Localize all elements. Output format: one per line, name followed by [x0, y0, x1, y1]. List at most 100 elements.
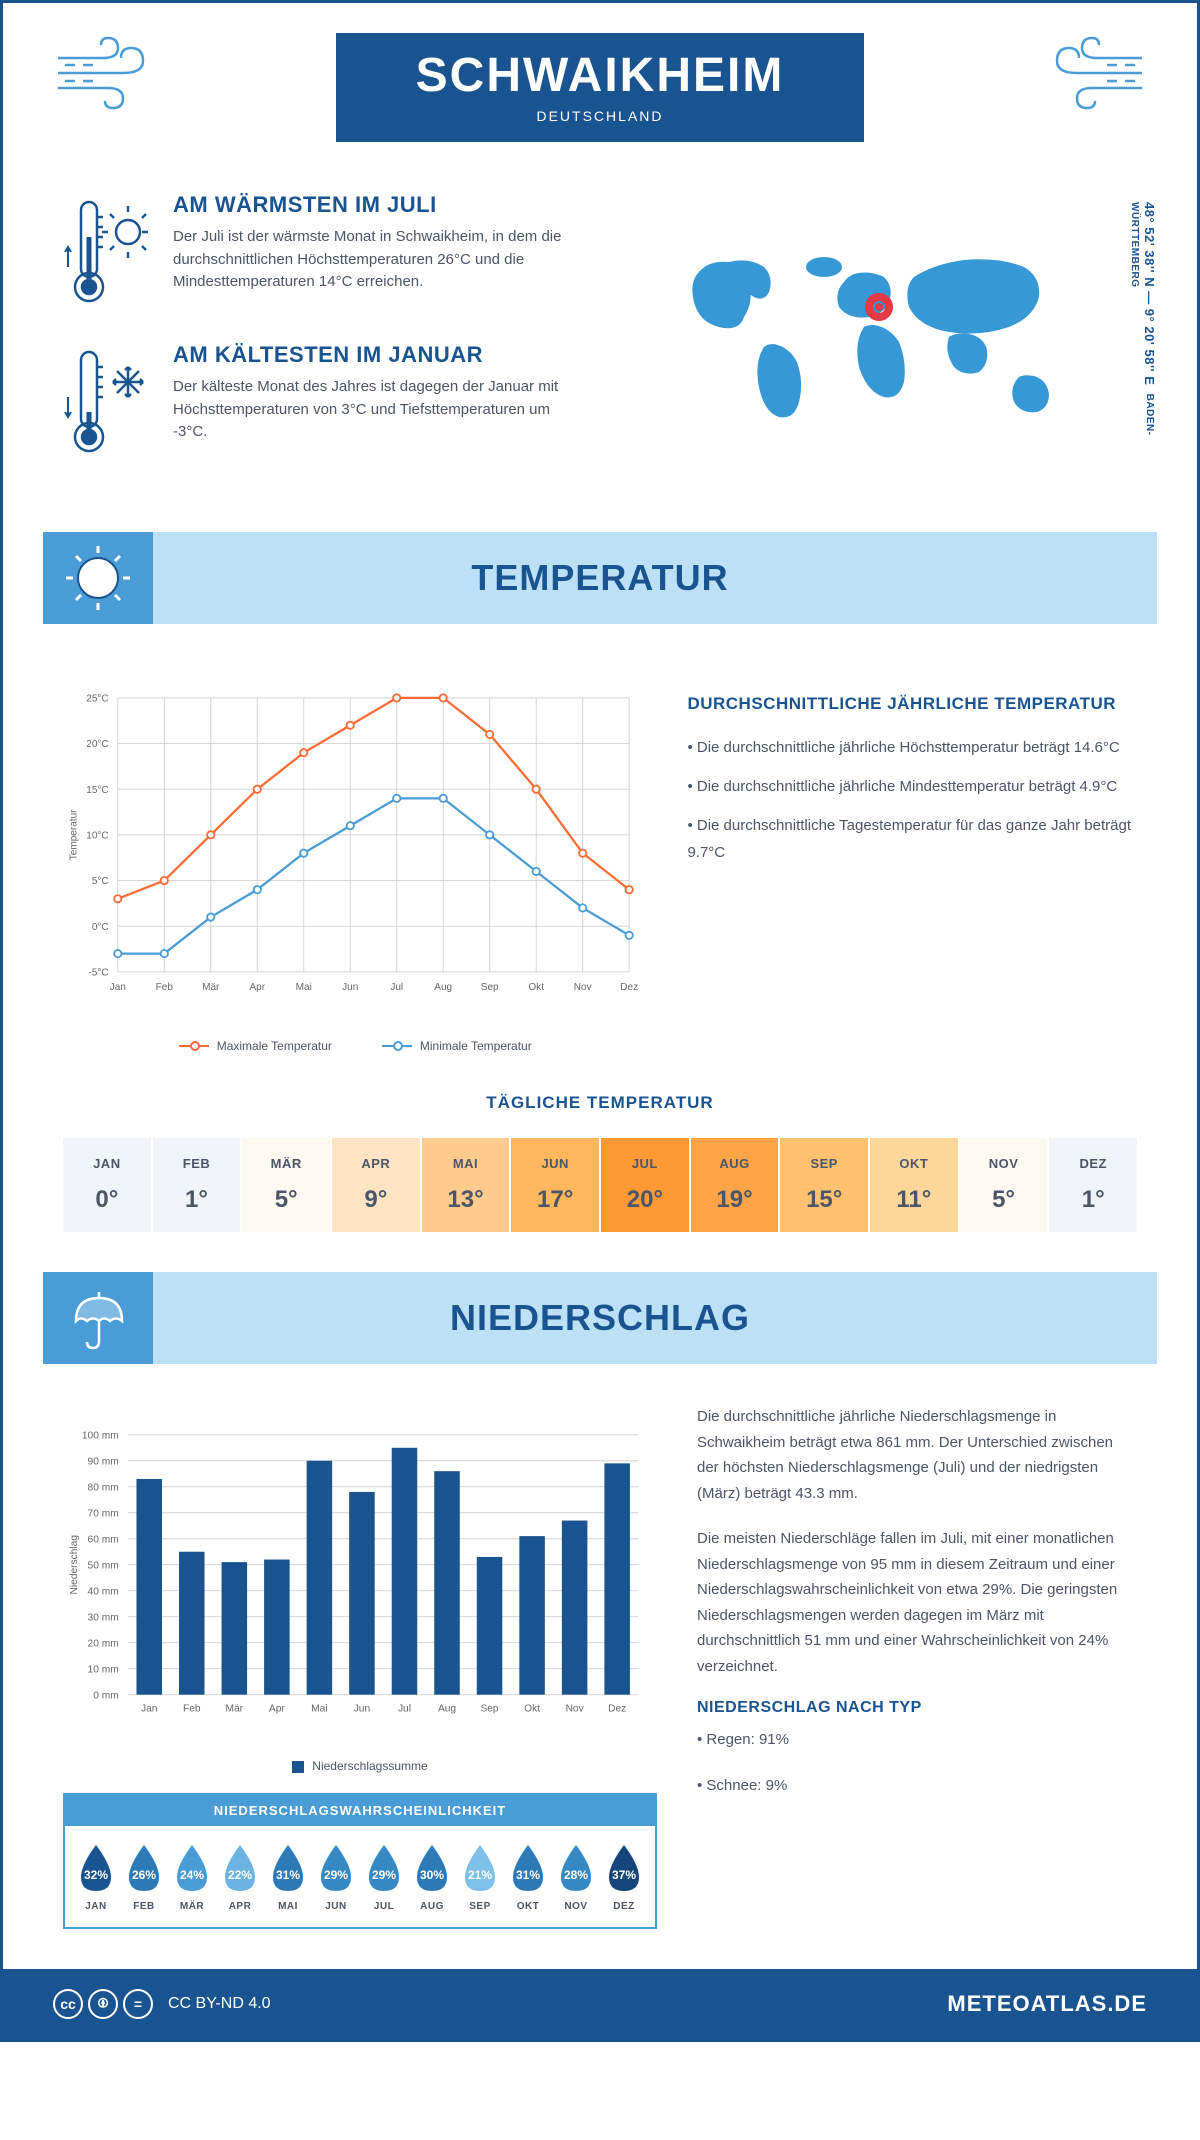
svg-text:Mär: Mär: [202, 982, 220, 993]
prob-drop: 26%FEB: [121, 1841, 167, 1912]
svg-text:0 mm: 0 mm: [93, 1690, 118, 1701]
temp-cell: APR9°: [332, 1138, 420, 1232]
temp-info-p2: • Die durchschnittliche jährliche Mindes…: [687, 773, 1137, 800]
svg-text:60 mm: 60 mm: [88, 1534, 119, 1545]
svg-text:32%: 32%: [84, 1868, 108, 1882]
temp-info-p1: • Die durchschnittliche jährliche Höchst…: [687, 734, 1137, 761]
svg-text:80 mm: 80 mm: [88, 1482, 119, 1493]
svg-text:Aug: Aug: [438, 1703, 456, 1714]
svg-text:Dez: Dez: [608, 1703, 626, 1714]
svg-text:70 mm: 70 mm: [88, 1508, 119, 1519]
temp-section-header: TEMPERATUR: [43, 532, 1157, 624]
svg-text:Dez: Dez: [620, 982, 638, 993]
svg-text:Feb: Feb: [183, 1703, 201, 1714]
wind-icon: [1027, 33, 1147, 113]
license-label: CC BY-ND 4.0: [168, 1995, 271, 2013]
coldest-title: AM KÄLTESTEN IM JANUAR: [173, 342, 580, 368]
prob-drop: 28%NOV: [553, 1841, 599, 1912]
temp-cell: MÄR5°: [242, 1138, 330, 1232]
svg-text:Jul: Jul: [390, 982, 403, 993]
svg-text:Nov: Nov: [566, 1703, 585, 1714]
svg-text:Niederschlag: Niederschlag: [69, 1535, 80, 1595]
precip-type-title: NIEDERSCHLAG NACH TYP: [697, 1699, 1137, 1717]
precip-legend: Niederschlagssumme: [63, 1759, 657, 1773]
svg-text:0°C: 0°C: [92, 922, 109, 933]
intro-section: AM WÄRMSTEN IM JULI Der Juli ist der wär…: [3, 162, 1197, 532]
precip-section-title: NIEDERSCHLAG: [103, 1297, 1097, 1339]
temperature-chart: -5°C0°C5°C10°C15°C20°C25°CJanFebMärAprMa…: [63, 664, 647, 1053]
svg-text:15°C: 15°C: [86, 785, 108, 796]
thermometer-snow-icon: [63, 342, 153, 462]
svg-text:20 mm: 20 mm: [88, 1638, 119, 1649]
svg-text:21%: 21%: [468, 1868, 492, 1882]
temp-info-p3: • Die durchschnittliche Tagestemperatur …: [687, 812, 1137, 866]
temp-cell: OKT11°: [870, 1138, 958, 1232]
svg-text:Okt: Okt: [528, 982, 544, 993]
coordinates: 48° 52' 38'' N — 9° 20' 58'' E BADEN-WÜR…: [1127, 202, 1157, 492]
svg-text:5°C: 5°C: [92, 876, 109, 887]
svg-text:100 mm: 100 mm: [82, 1430, 119, 1441]
svg-text:40 mm: 40 mm: [88, 1586, 119, 1597]
prob-drop: 30%AUG: [409, 1841, 455, 1912]
precip-p2: Die meisten Niederschläge fallen im Juli…: [697, 1526, 1137, 1679]
temp-cell: JUN17°: [511, 1138, 599, 1232]
svg-text:Apr: Apr: [249, 982, 265, 993]
city-title: SCHWAIKHEIM: [416, 48, 785, 103]
svg-text:Jun: Jun: [342, 982, 358, 993]
svg-text:Temperatur: Temperatur: [69, 809, 80, 860]
svg-text:50 mm: 50 mm: [88, 1560, 119, 1571]
svg-text:Mär: Mär: [226, 1703, 244, 1714]
temp-cell: MAI13°: [422, 1138, 510, 1232]
prob-drop: 29%JUL: [361, 1841, 407, 1912]
svg-text:24%: 24%: [180, 1868, 204, 1882]
svg-text:Sep: Sep: [481, 982, 499, 993]
svg-text:20°C: 20°C: [86, 739, 108, 750]
precip-section-header: NIEDERSCHLAG: [43, 1272, 1157, 1364]
precip-p1: Die durchschnittliche jährliche Niedersc…: [697, 1404, 1137, 1506]
coldest-block: AM KÄLTESTEN IM JANUAR Der kälteste Mona…: [63, 342, 580, 462]
header: SCHWAIKHEIM DEUTSCHLAND: [3, 3, 1197, 162]
warmest-block: AM WÄRMSTEN IM JULI Der Juli ist der wär…: [63, 192, 580, 312]
svg-text:22%: 22%: [228, 1868, 252, 1882]
temp-legend: .legend-item:nth-child(1) .legend-line::…: [63, 1039, 647, 1053]
svg-text:90 mm: 90 mm: [88, 1456, 119, 1467]
prob-drop: 31%OKT: [505, 1841, 551, 1912]
footer: cc🅯= CC BY-ND 4.0 METEOATLAS.DE: [3, 1969, 1197, 2039]
temp-info: DURCHSCHNITTLICHE JÄHRLICHE TEMPERATUR •…: [687, 664, 1137, 1053]
temp-info-title: DURCHSCHNITTLICHE JÄHRLICHE TEMPERATUR: [687, 694, 1137, 714]
svg-text:31%: 31%: [276, 1868, 300, 1882]
svg-text:Okt: Okt: [524, 1703, 540, 1714]
temp-cell: AUG19°: [691, 1138, 779, 1232]
svg-text:Jan: Jan: [110, 982, 126, 993]
temp-cell: JAN0°: [63, 1138, 151, 1232]
temp-cell: JUL20°: [601, 1138, 689, 1232]
title-box: SCHWAIKHEIM DEUTSCHLAND: [336, 33, 865, 142]
precip-snow: • Schnee: 9%: [697, 1773, 1137, 1799]
svg-text:29%: 29%: [324, 1868, 348, 1882]
svg-text:31%: 31%: [516, 1868, 540, 1882]
temp-section-title: TEMPERATUR: [103, 557, 1097, 599]
svg-text:Jan: Jan: [141, 1703, 157, 1714]
svg-text:Apr: Apr: [269, 1703, 285, 1714]
prob-drop: 37%DEZ: [601, 1841, 647, 1912]
coldest-text: Der kälteste Monat des Jahres ist dagege…: [173, 376, 580, 444]
svg-text:26%: 26%: [132, 1868, 156, 1882]
prob-drop: 22%APR: [217, 1841, 263, 1912]
prob-drop: 29%JUN: [313, 1841, 359, 1912]
prob-drop: 32%JAN: [73, 1841, 119, 1912]
precip-info: Die durchschnittliche jährliche Niedersc…: [697, 1404, 1137, 1929]
world-map: [669, 232, 1089, 452]
svg-text:29%: 29%: [372, 1868, 396, 1882]
umbrella-icon: [66, 1286, 131, 1351]
daily-temp-title: TÄGLICHE TEMPERATUR: [63, 1093, 1137, 1113]
daily-temp: TÄGLICHE TEMPERATUR JAN0°FEB1°MÄR5°APR9°…: [3, 1093, 1197, 1272]
temp-cell: NOV5°: [960, 1138, 1048, 1232]
sun-icon: [63, 543, 133, 613]
country-label: DEUTSCHLAND: [416, 108, 785, 124]
precip-rain: • Regen: 91%: [697, 1727, 1137, 1753]
prob-drop: 21%SEP: [457, 1841, 503, 1912]
warmest-text: Der Juli ist der wärmste Monat in Schwai…: [173, 226, 580, 294]
svg-text:37%: 37%: [612, 1868, 636, 1882]
svg-text:Jul: Jul: [398, 1703, 411, 1714]
temp-cell: SEP15°: [780, 1138, 868, 1232]
